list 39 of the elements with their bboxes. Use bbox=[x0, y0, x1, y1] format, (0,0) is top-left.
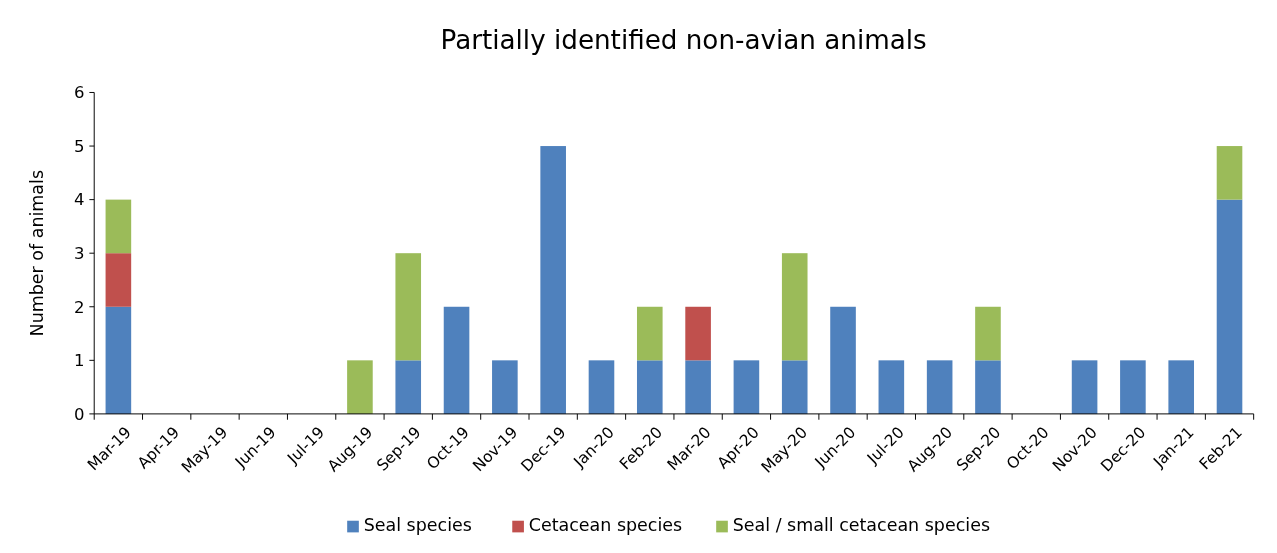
bar bbox=[395, 253, 422, 361]
y-tick-label: 2 bbox=[74, 297, 85, 317]
bar bbox=[1216, 146, 1243, 200]
bar bbox=[685, 306, 711, 361]
bar bbox=[1216, 199, 1243, 414]
bar bbox=[347, 360, 373, 414]
bar bbox=[105, 306, 132, 414]
bar bbox=[975, 306, 1001, 361]
bar bbox=[636, 306, 663, 361]
y-tick-label: 3 bbox=[74, 243, 85, 263]
bar bbox=[926, 360, 953, 414]
bar bbox=[588, 360, 615, 414]
bar bbox=[685, 360, 711, 414]
y-tick-label: 0 bbox=[74, 404, 85, 424]
bar bbox=[105, 253, 132, 307]
bar bbox=[105, 199, 132, 254]
bar bbox=[1071, 360, 1098, 414]
y-tick-label: 5 bbox=[74, 136, 85, 156]
chart-title: Partially identified non-avian animals bbox=[440, 24, 927, 55]
bar bbox=[395, 360, 422, 414]
legend-label: Seal species bbox=[363, 515, 472, 536]
y-tick-label: 6 bbox=[74, 83, 85, 103]
bar bbox=[443, 306, 470, 414]
bar bbox=[1168, 360, 1195, 414]
bar bbox=[492, 360, 518, 414]
bar bbox=[781, 360, 808, 414]
bar bbox=[636, 360, 663, 414]
y-tick-label: 4 bbox=[74, 190, 85, 210]
bar bbox=[878, 360, 905, 414]
legend-label: Cetacean species bbox=[528, 515, 683, 536]
legend-label: Seal / small cetacean species bbox=[732, 515, 991, 536]
y-axis-title: Number of animals bbox=[26, 169, 47, 337]
bar bbox=[781, 253, 808, 361]
bar bbox=[830, 306, 856, 414]
bar bbox=[1120, 360, 1146, 414]
y-tick-label: 1 bbox=[74, 351, 85, 371]
bar bbox=[733, 360, 760, 414]
bar bbox=[975, 360, 1001, 414]
bar bbox=[540, 146, 566, 414]
